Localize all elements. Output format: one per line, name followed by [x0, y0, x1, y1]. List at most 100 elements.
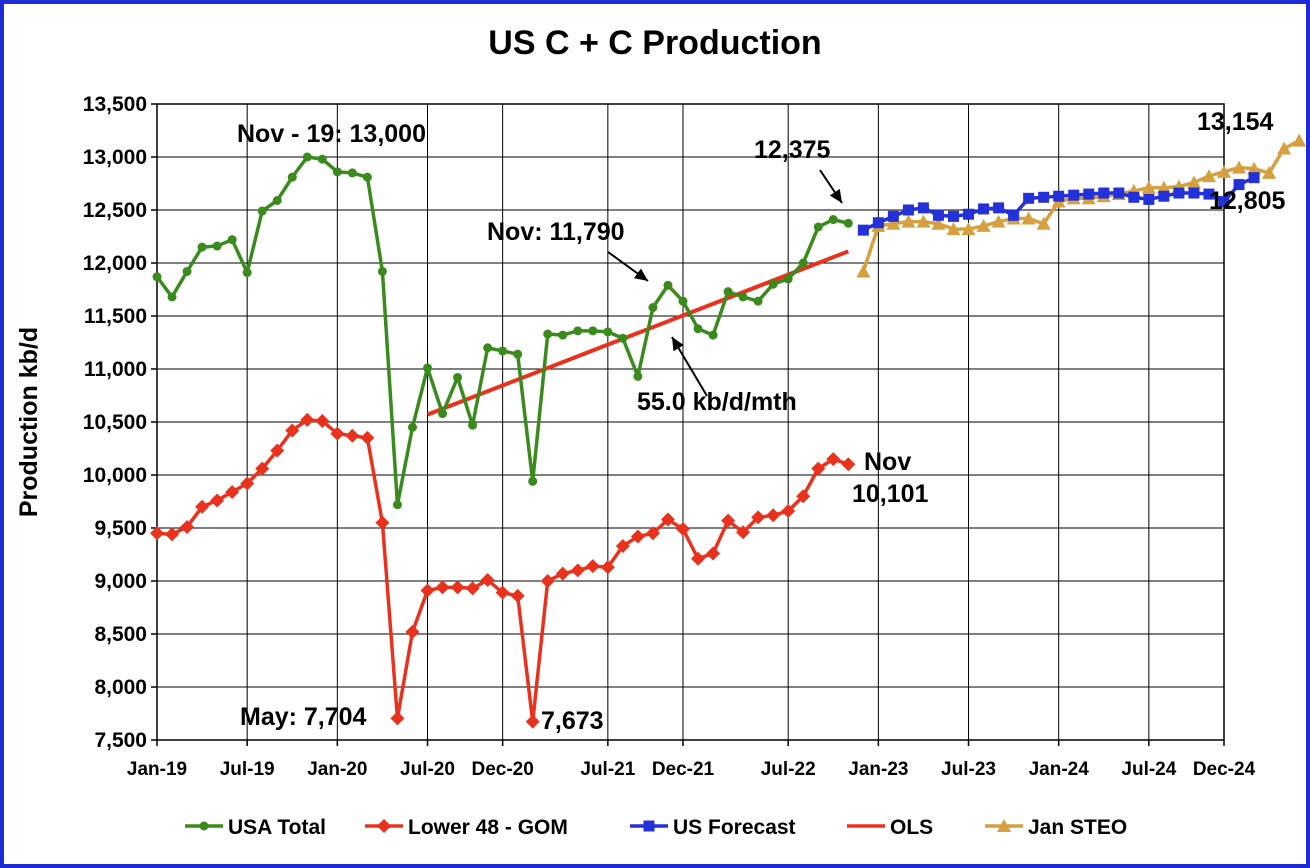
x-axis-ticks: Jan-19 Jul-19 Jan-20 Jul-20 Dec-20 Jul-21 Dec-…: [127, 740, 1256, 780]
lower-48-gom-point: [285, 423, 300, 438]
usa-total-point: [498, 346, 508, 356]
us-forecast-point: [1038, 191, 1050, 203]
y-tick-label: 11,000: [84, 358, 147, 381]
lower-48-gom-point: [225, 484, 240, 499]
x-tick-label: Dec-24: [1193, 759, 1256, 780]
jan-steo-point: [1262, 165, 1277, 179]
lower-48-gom-point: [691, 551, 706, 566]
usa-total-point: [407, 422, 417, 432]
legend-item-us-forecast: US Forecast: [630, 816, 796, 839]
lower-48-gom-point: [375, 515, 390, 530]
usa-total-point: [362, 172, 372, 182]
x-tick-label: Dec-21: [652, 759, 715, 780]
legend-label: US Forecast: [673, 816, 796, 839]
us-forecast-point: [932, 209, 944, 221]
lower-48-gom-point: [630, 529, 645, 544]
usa-total-point: [528, 476, 538, 486]
lower-48-gom-point: [180, 519, 195, 534]
lower-48-gom-point: [600, 560, 615, 575]
y-tick-label: 10,000: [83, 464, 147, 487]
usa-total-point: [768, 279, 778, 289]
lower-48-gom-point: [555, 566, 570, 581]
usa-total-point: [167, 292, 177, 302]
usa-total-point: [753, 296, 763, 306]
lower-48-gom-point: [841, 457, 856, 472]
usa-total-point: [197, 242, 207, 252]
series-lower-48-gom: [150, 412, 856, 729]
us-forecast-point: [1053, 190, 1065, 202]
us-forecast-point: [1008, 209, 1020, 221]
ols-slope-label: 55.0 kb/d/mth: [637, 388, 797, 416]
lower-48-gom-point: [420, 583, 435, 598]
y-tick-label: 13,000: [83, 146, 147, 169]
y-tick-label: 8,500: [94, 623, 147, 646]
usa-total-point: [468, 420, 478, 430]
us-forecast-point: [1128, 191, 1140, 203]
lower-48-gom-point: [165, 527, 180, 542]
series-usa-total: [152, 152, 853, 510]
jan-steo-point: [946, 222, 961, 236]
usa-total-point: [272, 195, 282, 205]
usa-total-point: [438, 409, 448, 419]
y-tick-label: 12,000: [83, 252, 147, 275]
usa-total-point: [588, 326, 598, 336]
usa-total-point: [618, 333, 628, 343]
legend-swatch-marker: [997, 819, 1011, 832]
lower-48-gom-point: [585, 559, 600, 574]
usa-total-point: [242, 268, 252, 278]
lower-48-gom-point: [270, 443, 285, 458]
jan-steo-point: [976, 218, 991, 232]
lower-48-gom-point: [195, 499, 210, 514]
lower-48-gom-point: [766, 508, 781, 523]
us-forecast-point: [887, 210, 899, 222]
lower-48-gom-point: [706, 546, 721, 561]
lower-48-gom-point: [736, 525, 751, 540]
usa-total-point: [152, 272, 162, 282]
us-forecast-point: [1158, 190, 1170, 202]
lower-48-gom-point: [645, 526, 660, 541]
us-forecast-point: [1098, 187, 1110, 199]
x-tick-label: Jul-23: [941, 759, 996, 780]
usa-total-point: [483, 343, 493, 353]
annotation-label: Nov: [864, 448, 911, 476]
usa-total-point: [287, 172, 297, 182]
lower-48-gom-point: [390, 711, 405, 726]
annotation-label: May: 7,704: [240, 703, 367, 731]
jan-steo-point: [991, 214, 1006, 228]
y-tick-label: 9,000: [94, 570, 147, 593]
us-forecast-point: [1083, 188, 1095, 200]
usa-total-point: [783, 274, 793, 284]
lower-48-gom-point: [796, 489, 811, 504]
lower-48-gom-point: [150, 526, 164, 541]
x-tick-label: Jan-19: [127, 759, 187, 780]
jan-steo-point: [1156, 180, 1171, 194]
legend-swatch-marker: [199, 821, 209, 831]
us-forecast-point: [1023, 192, 1035, 204]
usa-total-point: [317, 154, 327, 164]
lower-48-gom-point: [525, 714, 540, 729]
arrowhead: [633, 268, 648, 281]
legend-label: USA Total: [228, 816, 326, 839]
jan-steo-point: [1186, 175, 1201, 189]
us-forecast-point: [1233, 179, 1245, 191]
y-tick-label: 11,500: [84, 305, 147, 328]
jan-steo-point: [901, 214, 916, 228]
lower-48-gom-point: [721, 513, 736, 528]
lower-48-gom-point: [570, 563, 585, 578]
us-forecast-point: [1218, 196, 1230, 208]
us-forecast-point: [857, 224, 869, 236]
jan-steo-point: [886, 216, 901, 230]
usa-total-point: [347, 168, 357, 178]
x-tick-label: Jul-21: [580, 759, 635, 780]
lower-48-gom-point: [450, 580, 465, 595]
x-tick-label: Jul-19: [220, 759, 275, 780]
series-layer: [150, 133, 1307, 729]
annotation-label: 12,375: [754, 136, 831, 164]
jan-steo-point: [1141, 180, 1156, 194]
us-forecast-point: [1248, 172, 1260, 184]
us-forecast-point: [1113, 187, 1125, 199]
legend-item-ols: OLS: [847, 816, 933, 839]
us-forecast-point: [947, 210, 959, 222]
lower-48-gom-point: [330, 426, 345, 441]
